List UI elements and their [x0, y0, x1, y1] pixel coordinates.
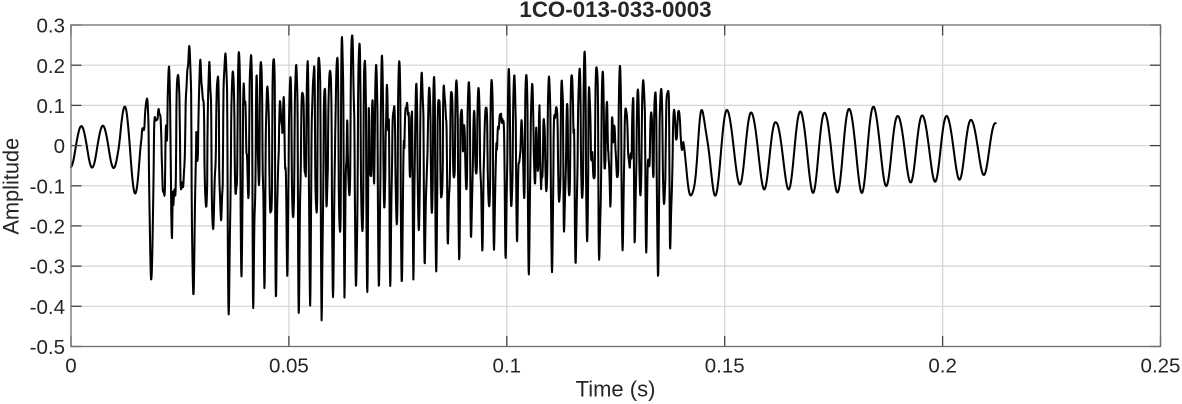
svg-text:0.2: 0.2: [37, 55, 66, 78]
svg-text:0.3: 0.3: [37, 15, 66, 38]
svg-text:Time (s): Time (s): [576, 377, 656, 402]
svg-text:0: 0: [54, 135, 65, 158]
svg-text:0.15: 0.15: [705, 355, 745, 378]
svg-text:0.1: 0.1: [37, 95, 66, 118]
svg-text:-0.2: -0.2: [30, 216, 65, 239]
svg-text:0.1: 0.1: [493, 355, 522, 378]
svg-text:Amplitude: Amplitude: [0, 138, 24, 235]
svg-text:-0.4: -0.4: [30, 296, 65, 319]
svg-text:0.2: 0.2: [928, 355, 957, 378]
svg-text:0.05: 0.05: [269, 355, 309, 378]
svg-text:0: 0: [65, 355, 76, 378]
svg-text:-0.1: -0.1: [30, 175, 65, 198]
svg-text:-0.3: -0.3: [30, 256, 65, 279]
svg-text:1CO-013-033-0003: 1CO-013-033-0003: [519, 0, 711, 22]
svg-text:-0.5: -0.5: [30, 336, 65, 359]
svg-text:0.25: 0.25: [1141, 355, 1181, 378]
